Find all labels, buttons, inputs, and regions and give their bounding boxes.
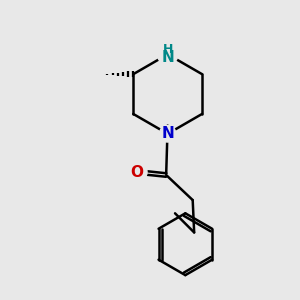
Circle shape xyxy=(158,44,178,64)
Text: N: N xyxy=(161,50,174,65)
Text: O: O xyxy=(130,165,143,180)
Circle shape xyxy=(129,163,147,181)
Text: N: N xyxy=(161,126,174,141)
Circle shape xyxy=(159,126,176,142)
Text: H: H xyxy=(163,43,173,56)
